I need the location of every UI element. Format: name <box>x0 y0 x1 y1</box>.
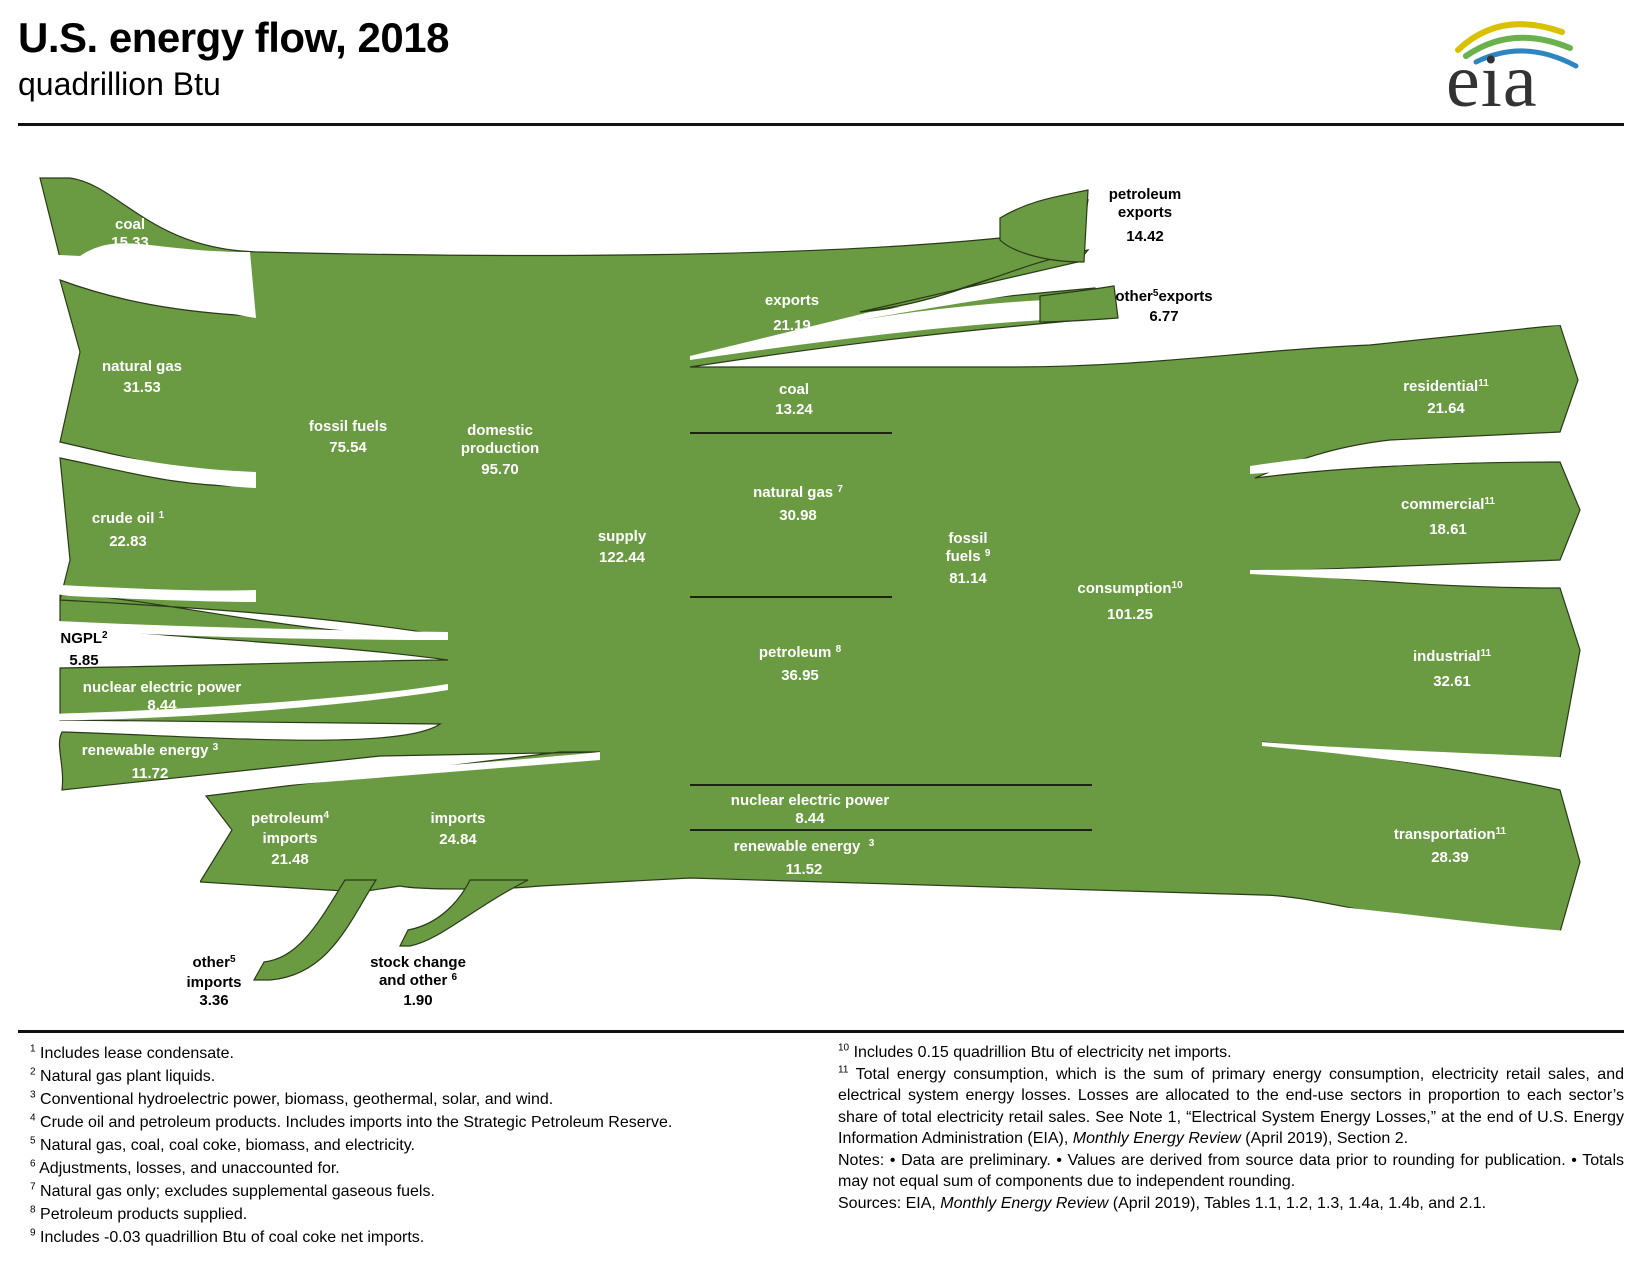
label-natgas-cons: natural gas 7 30.98 <box>753 484 843 524</box>
footnotes-right: 10 Includes 0.15 quadrillion Btu of elec… <box>838 1042 1624 1214</box>
gap-bottom-right <box>1262 900 1640 1000</box>
gap-crude-ngpl <box>40 584 256 602</box>
label-transportation: transportation11 28.39 <box>1393 826 1507 866</box>
gap-top-right <box>1100 178 1640 338</box>
eia-logo-text: eia <box>1446 39 1538 123</box>
label-fossil-prod: fossil fuels 75.54 <box>308 418 388 456</box>
stream-other-exports-head <box>1039 285 1119 323</box>
logo-arc-green <box>1463 34 1573 59</box>
label-nuclear-src: nuclear electric power 8.44 <box>82 679 242 714</box>
stream-stock-change <box>399 879 529 947</box>
footnote-2: 2 Natural gas plant liquids. <box>30 1066 216 1085</box>
footnotes-left: 1 Includes lease condensate. 2 Natural g… <box>30 1042 800 1249</box>
label-exports: exports 21.19 <box>764 292 820 334</box>
eia-logo <box>1455 21 1579 69</box>
stream-pet-exports-head <box>999 189 1089 263</box>
gap-nuclear-renew <box>40 684 448 721</box>
sources-text: Sources: EIA, Monthly Energy Review (Apr… <box>838 1194 1487 1212</box>
page-subtitle: quadrillion Btu <box>18 66 221 102</box>
gap-com-ind <box>1250 562 1578 586</box>
gap-exports <box>690 264 1100 360</box>
logo-arc-yellow <box>1455 21 1565 53</box>
footnote-10: 10 Includes 0.15 quadrillion Btu of elec… <box>838 1042 1232 1061</box>
label-coal-cons: coal 13.24 <box>775 381 813 418</box>
gap-natgas-crude <box>40 438 256 488</box>
label-ngpl-src: NGPL2 5.85 <box>60 630 108 669</box>
label-nuclear-cons: nuclear electric power 8.44 <box>730 792 890 827</box>
label-petroleum-imports: petroleum4 imports 21.48 <box>250 810 330 868</box>
label-crude-src: crude oil 1 22.83 <box>91 510 165 550</box>
label-fossil-cons: fossil fuels 9 81.14 <box>945 530 991 587</box>
footnote-4: 4 Crude oil and petroleum products. Incl… <box>30 1112 673 1131</box>
notes-text: Notes: • Data are preliminary. • Values … <box>838 1151 1624 1191</box>
gap-ind-trans <box>1262 742 1578 790</box>
footnote-8: 8 Petroleum products supplied. <box>30 1204 248 1223</box>
footer-rule <box>18 1030 1624 1033</box>
footnote-5: 5 Natural gas, coal, coal coke, biomass,… <box>30 1135 415 1154</box>
footnote-6: 6 Adjustments, losses, and unaccounted f… <box>30 1158 340 1177</box>
label-industrial: industrial11 32.61 <box>1412 648 1492 690</box>
stream-other-imports <box>252 879 378 981</box>
label-residential: residential11 21.64 <box>1403 378 1489 417</box>
footnote-1: 1 Includes lease condensate. <box>30 1043 234 1062</box>
label-consumption: consumption10 101.25 <box>1077 580 1183 623</box>
page-title: U.S. energy flow, 2018 <box>18 14 449 61</box>
footnote-7: 7 Natural gas only; excludes supplementa… <box>30 1181 435 1200</box>
label-other-exports: other5exports 6.77 <box>1115 288 1213 325</box>
footnote-11: 11 Total energy consumption, which is th… <box>838 1064 1625 1147</box>
gap-below-left <box>40 792 200 1000</box>
label-renew-src: renewable energy 3 11.72 <box>81 742 219 782</box>
energy-flow-diagram <box>39 177 1640 1000</box>
gap-res-com <box>1250 438 1578 474</box>
logo-arc-blue <box>1473 48 1579 69</box>
label-other-imports: other5 imports 3.36 <box>186 954 242 1009</box>
label-petroleum-cons: petroleum 8 36.95 <box>758 644 842 684</box>
footnote-3: 3 Conventional hydroelectric power, biom… <box>30 1089 554 1108</box>
gap-coal-natgas <box>40 243 256 318</box>
label-supply: supply 122.44 <box>597 528 647 566</box>
label-petroleum-exports: petroleum exports 14.42 <box>1108 186 1182 245</box>
label-commercial: commercial11 18.61 <box>1401 496 1495 538</box>
label-renew-cons: renewable energy 3 11.52 <box>733 838 875 878</box>
header-rule <box>18 123 1624 126</box>
label-imports: imports 24.84 <box>430 810 486 848</box>
label-coal-src: coal 15.33 <box>111 216 149 251</box>
gap-ngpl-nuclear <box>40 620 448 640</box>
label-natgas-src: natural gas 31.53 <box>101 358 183 396</box>
label-domestic-production: domestic production 95.70 <box>460 422 540 478</box>
footnote-9: 9 Includes -0.03 quadrillion Btu of coal… <box>30 1227 425 1246</box>
label-stock-change: stock change and other 6 1.90 <box>370 954 466 1009</box>
